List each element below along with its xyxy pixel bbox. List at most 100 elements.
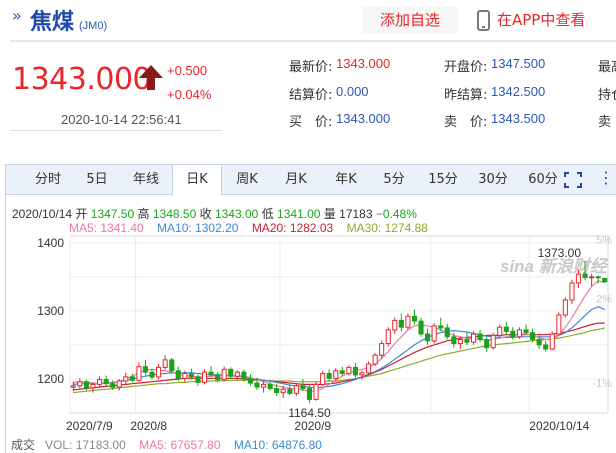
- candle-body: [103, 379, 109, 385]
- more-options-icon[interactable]: ⋮: [598, 168, 614, 187]
- tab-15min[interactable]: 15分: [428, 172, 458, 187]
- candle-body: [202, 371, 208, 383]
- right-tick-label: -1%: [592, 378, 612, 390]
- candle-body: [595, 276, 601, 279]
- info-vol-label: 量: [323, 207, 336, 221]
- candle-body: [451, 336, 457, 345]
- candle-body: [254, 382, 260, 388]
- candle-body: [490, 334, 496, 349]
- ma20-line: [73, 322, 605, 391]
- price-annotations: 1373.00 1164.50: [288, 246, 581, 420]
- candle-body: [398, 319, 404, 328]
- chart-panel: [5, 164, 616, 453]
- ma5-line: [73, 280, 605, 392]
- candle-body: [300, 385, 306, 389]
- up-arrow-icon: [139, 65, 163, 90]
- candle-body: [110, 383, 116, 388]
- y-tick-label: 1300: [37, 304, 64, 318]
- candle-body: [306, 388, 312, 400]
- candle-body: [83, 381, 90, 389]
- fullscreen-icon[interactable]: [564, 172, 582, 188]
- candle-body: [497, 326, 503, 336]
- ask-volume-label: 卖: [598, 115, 612, 130]
- tab-intraday[interactable]: 分时: [34, 172, 61, 187]
- candle-body: [162, 359, 168, 368]
- tab-weekly-k[interactable]: 周K: [236, 172, 258, 187]
- quote-timestamp: 2020-10-14 22:56:41: [61, 112, 182, 127]
- tab-5day[interactable]: 5日: [86, 172, 108, 187]
- latest-price-value: 1343.000: [336, 56, 391, 71]
- candle-body: [136, 366, 142, 381]
- candle-body: [562, 299, 568, 316]
- tab-30min[interactable]: 30分: [478, 172, 508, 187]
- ma-info-line: MA5: 1341.40 MA10: 1302.20 MA20: 1282.03…: [69, 221, 428, 235]
- y-axis-labels: 1200 1300 1400: [37, 236, 64, 386]
- candle-body: [274, 388, 280, 394]
- candle-body: [582, 273, 588, 279]
- open-price-label: 开盘价:: [444, 60, 488, 75]
- tab-yearline[interactable]: 年线: [132, 172, 159, 187]
- phone-icon[interactable]: [477, 10, 490, 31]
- open-price-value: 1347.500: [491, 56, 546, 71]
- tab-monthly-k[interactable]: 月K: [285, 172, 307, 187]
- info-vol: 17183: [339, 207, 373, 221]
- candle-body: [70, 385, 76, 388]
- price-change-percent: +0.04%: [167, 87, 212, 102]
- sina-watermark: sina 新浪财经: [500, 257, 609, 276]
- volume-vol: VOL: 17183.00: [45, 438, 126, 452]
- candle-body: [464, 339, 470, 343]
- instrument-code: (JM0): [79, 20, 108, 32]
- period-tab-bar: [6, 165, 616, 195]
- candle-body: [97, 379, 103, 385]
- candle-body: [457, 339, 463, 345]
- ask-label: 卖 价:: [444, 115, 488, 130]
- prev-settlement-value: 1342.500: [491, 84, 546, 99]
- candle-body: [556, 314, 562, 335]
- candle-body: [510, 330, 516, 338]
- price-change: +0.500: [167, 63, 208, 78]
- ma10-line: [73, 306, 605, 389]
- info-open-label: 开: [75, 207, 88, 221]
- tab-5min[interactable]: 5分: [383, 172, 405, 187]
- info-close: 1343.00: [214, 207, 259, 221]
- bid-value: 1343.000: [336, 111, 391, 126]
- right-percent-labels: 5% 2% -1%: [592, 234, 612, 390]
- candle-body: [379, 343, 385, 356]
- candles: [70, 261, 608, 404]
- view-in-app-link[interactable]: 在APP中查看: [497, 11, 586, 29]
- tab-60min[interactable]: 60分: [528, 172, 558, 187]
- ask-value: 1343.500: [491, 111, 546, 126]
- candle-body: [280, 388, 286, 394]
- candle-body: [372, 354, 378, 365]
- candle-body: [142, 366, 148, 373]
- moving-average-lines: [73, 280, 605, 394]
- info-high: 1348.50: [152, 207, 197, 221]
- tab-yearly-k[interactable]: 年K: [335, 172, 357, 187]
- candle-body: [431, 325, 437, 342]
- candle-body: [602, 278, 608, 283]
- tab-daily-k[interactable]: 日K: [172, 165, 222, 196]
- candle-body: [123, 376, 129, 382]
- volume-label: 成交: [11, 438, 36, 452]
- candle-body: [438, 325, 444, 329]
- ma30-line: [73, 327, 605, 394]
- candle-body: [267, 383, 273, 389]
- right-tick-label: 2%: [596, 294, 612, 306]
- candle-body: [366, 363, 372, 374]
- instrument-name: 焦煤: [30, 10, 75, 35]
- candle-body: [503, 326, 509, 332]
- candle-body: [477, 333, 483, 340]
- candle-body: [247, 378, 253, 384]
- chevron-icon: »: [12, 6, 22, 25]
- candle-body: [215, 374, 221, 381]
- candle-body: [405, 315, 411, 328]
- info-ma20: MA20: 1282.03: [251, 221, 334, 235]
- info-ma5: MA5: 1341.40: [69, 221, 144, 235]
- candle-body: [523, 329, 529, 334]
- candle-body: [195, 376, 201, 383]
- candle-body: [530, 332, 536, 341]
- info-date: 2020/10/14: [12, 207, 73, 221]
- add-to-watchlist-button[interactable]: 添加自选: [362, 7, 458, 33]
- candle-body: [333, 370, 339, 379]
